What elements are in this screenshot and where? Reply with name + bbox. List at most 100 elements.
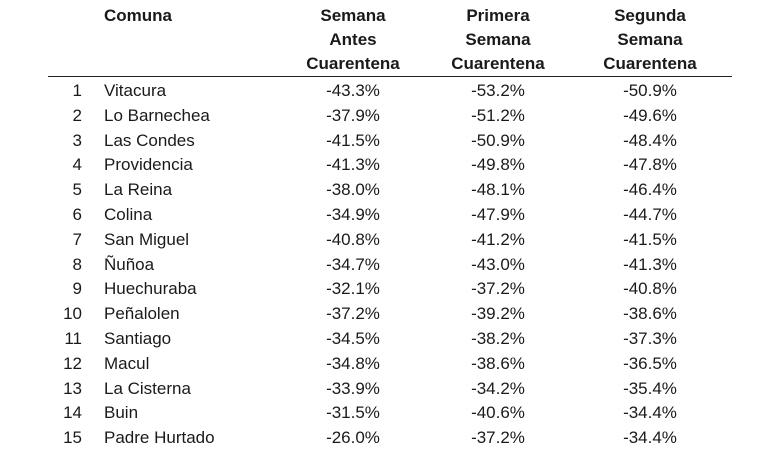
row-antes: -34.5% bbox=[326, 328, 380, 348]
row-antes: -41.3% bbox=[326, 155, 380, 175]
row-segunda: -41.3% bbox=[623, 254, 677, 274]
row-segunda: -35.4% bbox=[623, 378, 677, 398]
row-antes: -34.9% bbox=[326, 204, 380, 224]
row-primera: -38.6% bbox=[471, 353, 525, 373]
row-segunda: -50.9% bbox=[623, 81, 677, 100]
row-antes: -34.8% bbox=[326, 353, 380, 373]
row-segunda: -34.4% bbox=[623, 428, 677, 448]
row-index: 4 bbox=[72, 155, 82, 175]
row-index: 15 bbox=[63, 428, 82, 448]
row-antes: -37.2% bbox=[326, 304, 380, 324]
table-row: 11 Santiago -34.5% -38.2% -37.3% bbox=[48, 327, 732, 352]
row-primera: -47.9% bbox=[471, 204, 525, 224]
row-index: 14 bbox=[63, 403, 82, 423]
comuna-mobility-table: Comuna Semana Antes Cuarentena Primera S… bbox=[48, 4, 732, 451]
row-antes: -32.1% bbox=[326, 279, 380, 299]
row-primera: -51.2% bbox=[471, 105, 525, 125]
row-segunda: -38.6% bbox=[623, 304, 677, 324]
row-primera: -50.9% bbox=[471, 130, 525, 150]
table-row: 15 Padre Hurtado -26.0% -37.2% -34.4% bbox=[48, 426, 732, 451]
row-comuna: La Cisterna bbox=[104, 378, 191, 398]
table-body: 1 Vitacura -43.3% -53.2% -50.9% 2 Lo Bar… bbox=[48, 77, 732, 451]
table-row: 1 Vitacura -43.3% -53.2% -50.9% bbox=[48, 77, 732, 104]
row-segunda: -41.5% bbox=[623, 229, 677, 249]
row-index: 6 bbox=[72, 204, 82, 224]
row-index: 1 bbox=[72, 81, 82, 100]
row-comuna: San Miguel bbox=[104, 229, 190, 249]
row-segunda: -36.5% bbox=[623, 353, 677, 373]
row-primera: -48.1% bbox=[471, 180, 525, 200]
row-primera: -40.6% bbox=[471, 403, 525, 423]
header-index bbox=[48, 4, 92, 77]
row-antes: -34.7% bbox=[326, 254, 380, 274]
table-row: 8 Ñuñoa -34.7% -43.0% -41.3% bbox=[48, 253, 732, 278]
row-primera: -49.8% bbox=[471, 155, 525, 175]
row-antes: -26.0% bbox=[326, 428, 380, 448]
row-index: 10 bbox=[63, 304, 82, 324]
table-row: 13 La Cisterna -33.9% -34.2% -35.4% bbox=[48, 377, 732, 402]
row-primera: -39.2% bbox=[471, 304, 525, 324]
table-row: 9 Huechuraba -32.1% -37.2% -40.8% bbox=[48, 277, 732, 302]
row-antes: -37.9% bbox=[326, 105, 380, 125]
header-line: Segunda bbox=[614, 6, 686, 25]
table-row: 12 Macul -34.8% -38.6% -36.5% bbox=[48, 352, 732, 377]
row-index: 8 bbox=[72, 254, 82, 274]
header-line: Cuarentena bbox=[451, 54, 545, 73]
header-semana-antes-cuarentena: Semana Antes Cuarentena bbox=[278, 4, 428, 77]
row-comuna: Lo Barnechea bbox=[104, 105, 210, 125]
row-primera: -43.0% bbox=[471, 254, 525, 274]
row-primera: -37.2% bbox=[471, 279, 525, 299]
row-index: 5 bbox=[72, 180, 82, 200]
row-index: 13 bbox=[63, 378, 82, 398]
row-antes: -38.0% bbox=[326, 180, 380, 200]
row-primera: -41.2% bbox=[471, 229, 525, 249]
row-segunda: -46.4% bbox=[623, 180, 677, 200]
row-comuna: Huechuraba bbox=[104, 279, 197, 299]
row-index: 11 bbox=[64, 328, 82, 348]
row-index: 7 bbox=[72, 229, 82, 249]
table-row: 7 San Miguel -40.8% -41.2% -41.5% bbox=[48, 228, 732, 253]
header-line: Antes bbox=[329, 30, 377, 49]
row-primera: -37.2% bbox=[471, 428, 525, 448]
table-row: 5 La Reina -38.0% -48.1% -46.4% bbox=[48, 178, 732, 203]
header-line: Semana bbox=[320, 6, 386, 25]
row-primera: -38.2% bbox=[471, 328, 525, 348]
row-comuna: Providencia bbox=[104, 155, 193, 175]
row-segunda: -44.7% bbox=[623, 204, 677, 224]
table-row: 3 Las Condes -41.5% -50.9% -48.4% bbox=[48, 129, 732, 154]
table-row: 14 Buin -31.5% -40.6% -34.4% bbox=[48, 401, 732, 426]
header-segunda-semana-cuarentena: Segunda Semana Cuarentena bbox=[568, 4, 732, 77]
row-segunda: -37.3% bbox=[623, 328, 677, 348]
row-comuna: Vitacura bbox=[104, 81, 167, 100]
header-line: Cuarentena bbox=[603, 54, 697, 73]
table-header: Comuna Semana Antes Cuarentena Primera S… bbox=[48, 4, 732, 77]
header-line: Semana bbox=[465, 30, 531, 49]
header-comuna: Comuna bbox=[92, 4, 278, 77]
row-antes: -41.5% bbox=[326, 130, 380, 150]
row-antes: -40.8% bbox=[326, 229, 380, 249]
table-row: 10 Peñalolen -37.2% -39.2% -38.6% bbox=[48, 302, 732, 327]
row-antes: -33.9% bbox=[326, 378, 380, 398]
table-row: 2 Lo Barnechea -37.9% -51.2% -49.6% bbox=[48, 104, 732, 129]
row-segunda: -47.8% bbox=[623, 155, 677, 175]
row-comuna: Santiago bbox=[104, 328, 172, 348]
row-index: 3 bbox=[72, 130, 82, 150]
row-comuna: Peñalolen bbox=[104, 304, 180, 324]
header-primera-semana-cuarentena: Primera Semana Cuarentena bbox=[428, 4, 568, 77]
row-comuna: La Reina bbox=[104, 180, 173, 200]
row-index: 9 bbox=[72, 279, 82, 299]
table-row: 4 Providencia -41.3% -49.8% -47.8% bbox=[48, 153, 732, 178]
row-primera: -53.2% bbox=[471, 81, 525, 100]
header-line: Semana bbox=[617, 30, 683, 49]
row-segunda: -48.4% bbox=[623, 130, 677, 150]
row-primera: -34.2% bbox=[471, 378, 525, 398]
row-segunda: -40.8% bbox=[623, 279, 677, 299]
row-index: 2 bbox=[72, 105, 82, 125]
row-comuna: Padre Hurtado bbox=[104, 428, 215, 448]
header-line: Cuarentena bbox=[306, 54, 400, 73]
row-comuna: Ñuñoa bbox=[104, 254, 155, 274]
row-antes: -31.5% bbox=[326, 403, 380, 423]
row-antes: -43.3% bbox=[326, 81, 380, 100]
row-index: 12 bbox=[63, 353, 82, 373]
